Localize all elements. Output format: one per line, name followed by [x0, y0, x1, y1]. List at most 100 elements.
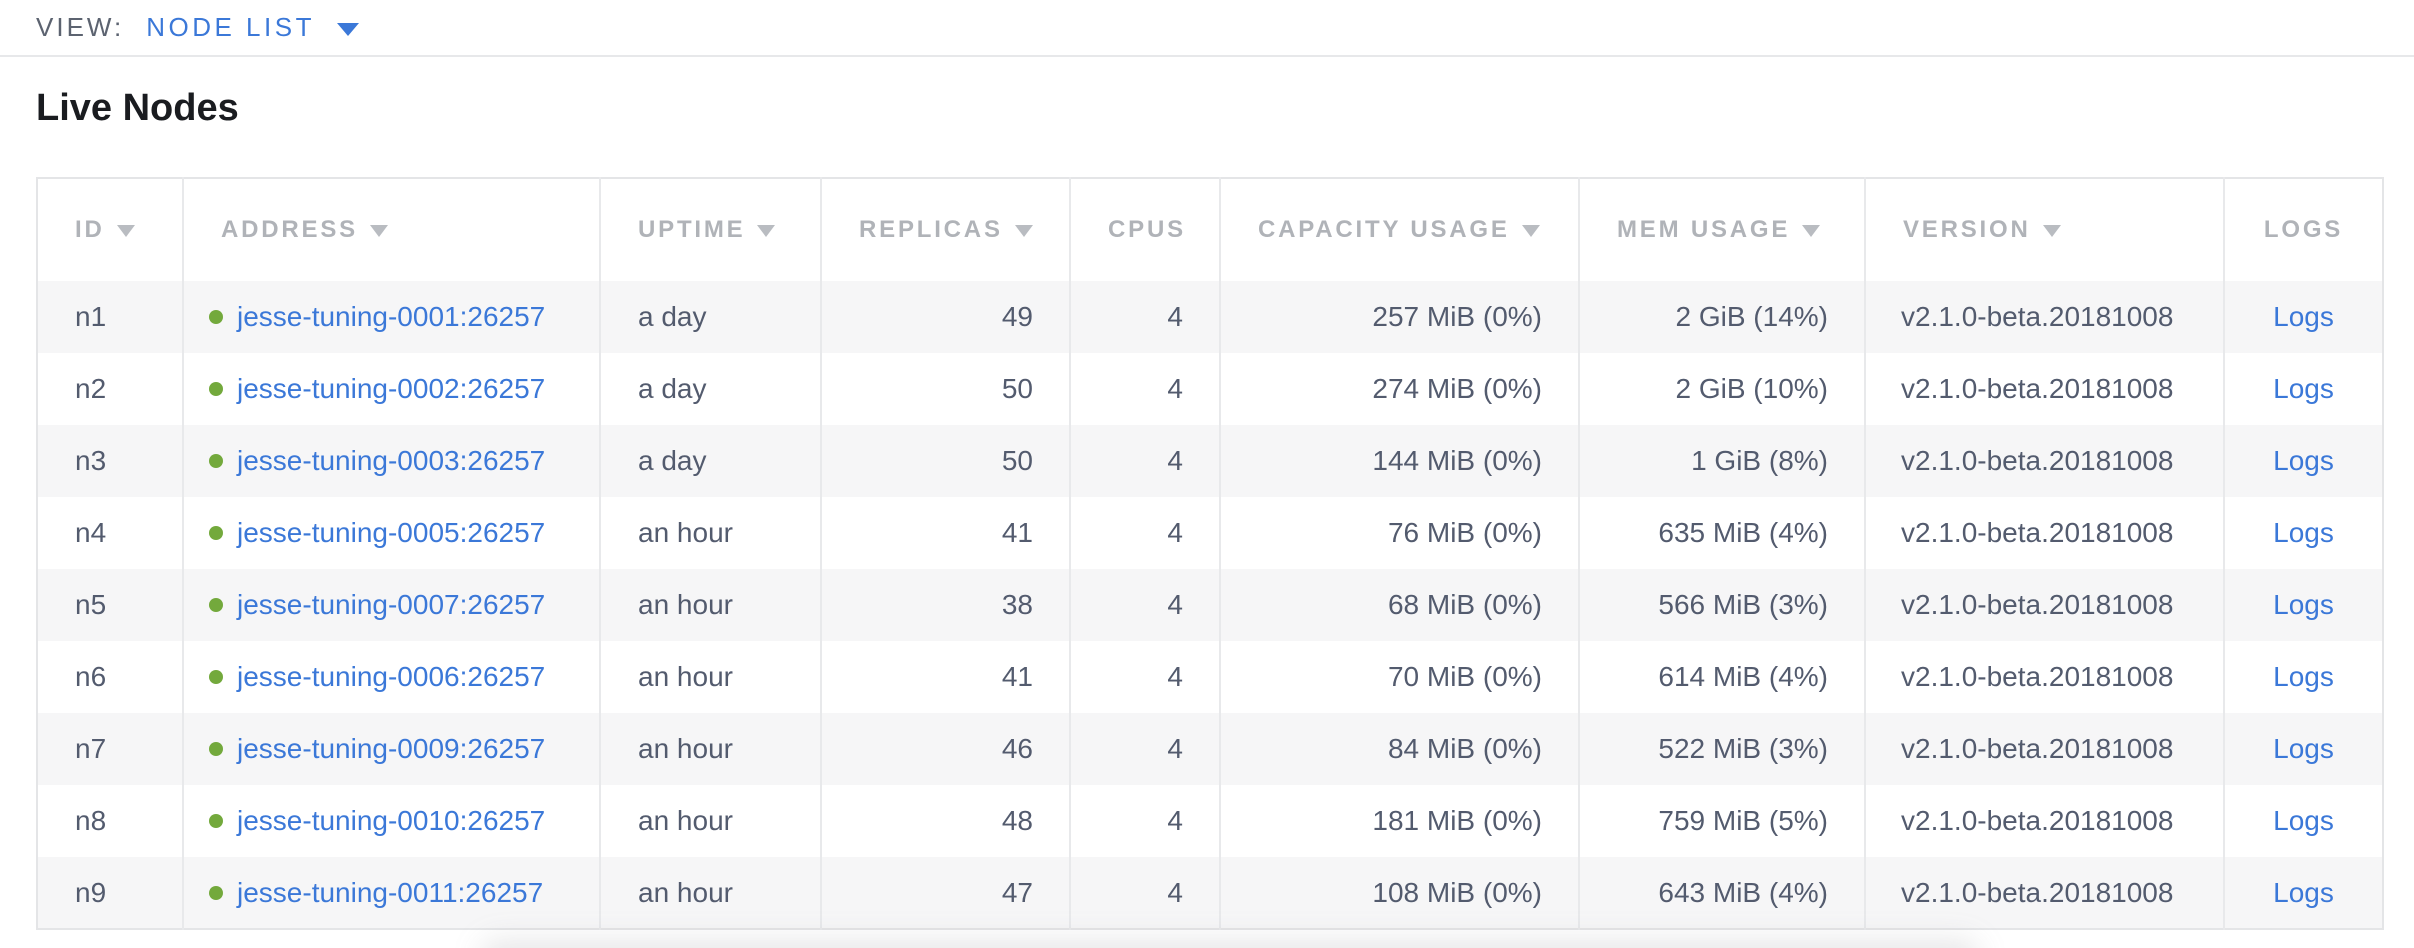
capacity-usage-cell: 70 MiB (0%) — [1220, 641, 1580, 713]
uptime-cell: a day — [600, 353, 822, 425]
node-id-cell: n6 — [37, 641, 184, 713]
version-cell: v2.1.0-beta.20181008 — [1865, 857, 2225, 929]
logs-cell: Logs — [2224, 497, 2383, 569]
logs-cell: Logs — [2224, 569, 2383, 641]
logs-link[interactable]: Logs — [2273, 733, 2334, 764]
uptime-cell: a day — [600, 425, 822, 497]
logs-link[interactable]: Logs — [2273, 805, 2334, 836]
node-id-cell: n8 — [37, 785, 184, 857]
sort-arrow-icon — [116, 225, 135, 237]
table-body: n1 jesse-tuning-0001:26257 a day 49 4 25… — [37, 281, 2383, 929]
uptime-cell: an hour — [600, 641, 822, 713]
logs-link[interactable]: Logs — [2273, 301, 2334, 332]
column-header-replicas[interactable]: REPLICAS — [821, 178, 1071, 281]
node-address-cell: jesse-tuning-0009:26257 — [183, 713, 601, 785]
live-status-dot-icon — [209, 454, 223, 468]
node-address-cell: jesse-tuning-0007:26257 — [183, 569, 601, 641]
logs-link[interactable]: Logs — [2273, 373, 2334, 404]
column-header-mem-usage[interactable]: MEM USAGE — [1579, 178, 1866, 281]
mem-usage-cell: 2 GiB (10%) — [1579, 353, 1866, 425]
node-address-link[interactable]: jesse-tuning-0005:26257 — [237, 517, 546, 548]
cpus-cell: 4 — [1070, 857, 1221, 929]
column-header-label: CPUS — [1108, 216, 1186, 243]
cpus-cell: 4 — [1070, 641, 1221, 713]
logs-cell: Logs — [2224, 641, 2383, 713]
table-row: n3 jesse-tuning-0003:26257 a day 50 4 14… — [37, 425, 2383, 497]
column-header-label: LOGS — [2263, 216, 2344, 243]
uptime-cell: an hour — [600, 785, 822, 857]
capacity-usage-cell: 144 MiB (0%) — [1220, 425, 1580, 497]
replicas-cell: 47 — [821, 857, 1071, 929]
column-header-id[interactable]: ID — [37, 178, 184, 281]
view-bar: VIEW: NODE LIST — [0, 0, 2414, 57]
node-id-cell: n4 — [37, 497, 184, 569]
capacity-usage-cell: 181 MiB (0%) — [1220, 785, 1580, 857]
live-status-dot-icon — [209, 310, 223, 324]
logs-link[interactable]: Logs — [2273, 589, 2334, 620]
table-row: n5 jesse-tuning-0007:26257 an hour 38 4 … — [37, 569, 2383, 641]
live-status-dot-icon — [209, 670, 223, 684]
capacity-usage-cell: 108 MiB (0%) — [1220, 857, 1580, 929]
cpus-cell: 4 — [1070, 281, 1221, 353]
column-header-version[interactable]: VERSION — [1865, 178, 2225, 281]
logs-cell: Logs — [2224, 857, 2383, 929]
column-header-uptime[interactable]: UPTIME — [600, 178, 822, 281]
uptime-cell: an hour — [600, 497, 822, 569]
version-cell: v2.1.0-beta.20181008 — [1865, 569, 2225, 641]
column-header-logs: LOGS — [2224, 178, 2383, 281]
mem-usage-cell: 759 MiB (5%) — [1579, 785, 1866, 857]
replicas-cell: 50 — [821, 425, 1071, 497]
replicas-cell: 46 — [821, 713, 1071, 785]
mem-usage-cell: 635 MiB (4%) — [1579, 497, 1866, 569]
node-address-cell: jesse-tuning-0003:26257 — [183, 425, 601, 497]
live-status-dot-icon — [209, 382, 223, 396]
table-row: n4 jesse-tuning-0005:26257 an hour 41 4 … — [37, 497, 2383, 569]
node-address-cell: jesse-tuning-0010:26257 — [183, 785, 601, 857]
table-row: n9 jesse-tuning-0011:26257 an hour 47 4 … — [37, 857, 2383, 929]
version-cell: v2.1.0-beta.20181008 — [1865, 281, 2225, 353]
logs-link[interactable]: Logs — [2273, 445, 2334, 476]
logs-link[interactable]: Logs — [2273, 517, 2334, 548]
node-address-link[interactable]: jesse-tuning-0003:26257 — [237, 445, 546, 476]
sort-arrow-icon — [1521, 225, 1540, 237]
table-header-row: ID ADDRESS UPTIME REPLICAS CPUS CAPACITY… — [37, 178, 2383, 281]
view-mode-dropdown[interactable]: NODE LIST — [146, 12, 359, 43]
replicas-cell: 41 — [821, 641, 1071, 713]
version-cell: v2.1.0-beta.20181008 — [1865, 713, 2225, 785]
capacity-usage-cell: 76 MiB (0%) — [1220, 497, 1580, 569]
node-address-cell: jesse-tuning-0006:26257 — [183, 641, 601, 713]
node-id-cell: n2 — [37, 353, 184, 425]
view-mode-selected-value: NODE LIST — [146, 12, 315, 42]
node-address-link[interactable]: jesse-tuning-0001:26257 — [237, 301, 546, 332]
live-status-dot-icon — [209, 598, 223, 612]
cpus-cell: 4 — [1070, 353, 1221, 425]
node-address-link[interactable]: jesse-tuning-0006:26257 — [237, 661, 546, 692]
node-address-link[interactable]: jesse-tuning-0010:26257 — [237, 805, 546, 836]
live-status-dot-icon — [209, 526, 223, 540]
node-id-cell: n5 — [37, 569, 184, 641]
node-id-cell: n9 — [37, 857, 184, 929]
node-address-link[interactable]: jesse-tuning-0007:26257 — [237, 589, 546, 620]
mem-usage-cell: 566 MiB (3%) — [1579, 569, 1866, 641]
column-header-label: CAPACITY USAGE — [1258, 216, 1510, 243]
capacity-usage-cell: 274 MiB (0%) — [1220, 353, 1580, 425]
column-header-capacity-usage[interactable]: CAPACITY USAGE — [1220, 178, 1580, 281]
logs-link[interactable]: Logs — [2273, 876, 2334, 908]
column-header-label: ADDRESS — [221, 216, 358, 243]
replicas-cell: 38 — [821, 569, 1071, 641]
column-header-address[interactable]: ADDRESS — [183, 178, 601, 281]
cpus-cell: 4 — [1070, 713, 1221, 785]
sort-arrow-icon — [1802, 225, 1821, 237]
node-address-link[interactable]: jesse-tuning-0011:26257 — [237, 876, 544, 908]
node-address-link[interactable]: jesse-tuning-0009:26257 — [237, 733, 546, 764]
node-id-cell: n1 — [37, 281, 184, 353]
node-address-link[interactable]: jesse-tuning-0002:26257 — [237, 373, 546, 404]
logs-link[interactable]: Logs — [2273, 661, 2334, 692]
cpus-cell: 4 — [1070, 497, 1221, 569]
replicas-cell: 49 — [821, 281, 1071, 353]
live-status-dot-icon — [209, 742, 223, 756]
column-header-label: VERSION — [1903, 216, 2031, 243]
sort-arrow-icon — [1014, 225, 1033, 237]
version-cell: v2.1.0-beta.20181008 — [1865, 641, 2225, 713]
column-header-label: REPLICAS — [859, 216, 1003, 243]
